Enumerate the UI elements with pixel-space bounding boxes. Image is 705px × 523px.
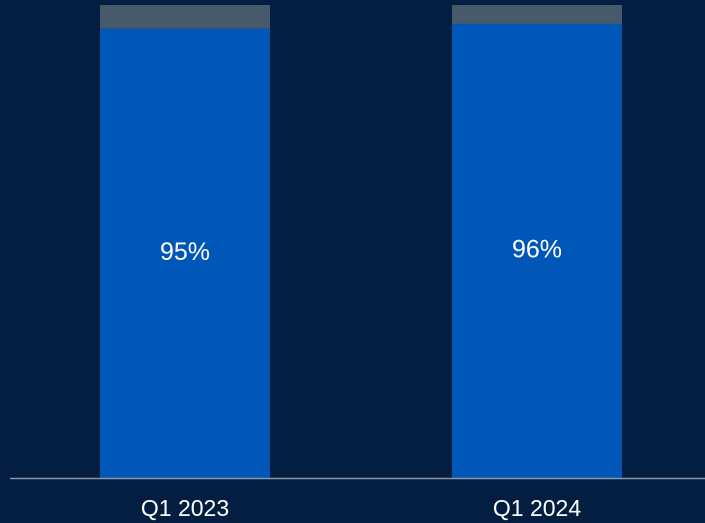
value-label: 95% — [160, 238, 210, 266]
value-label: 96% — [512, 236, 562, 264]
bar-segment — [452, 5, 622, 24]
x-tick-label: Q1 2023 — [141, 495, 229, 521]
bar-segment — [100, 28, 270, 479]
bar-segment — [452, 23, 622, 478]
x-tick-label: Q1 2024 — [493, 495, 581, 521]
bar-segment — [100, 5, 270, 29]
